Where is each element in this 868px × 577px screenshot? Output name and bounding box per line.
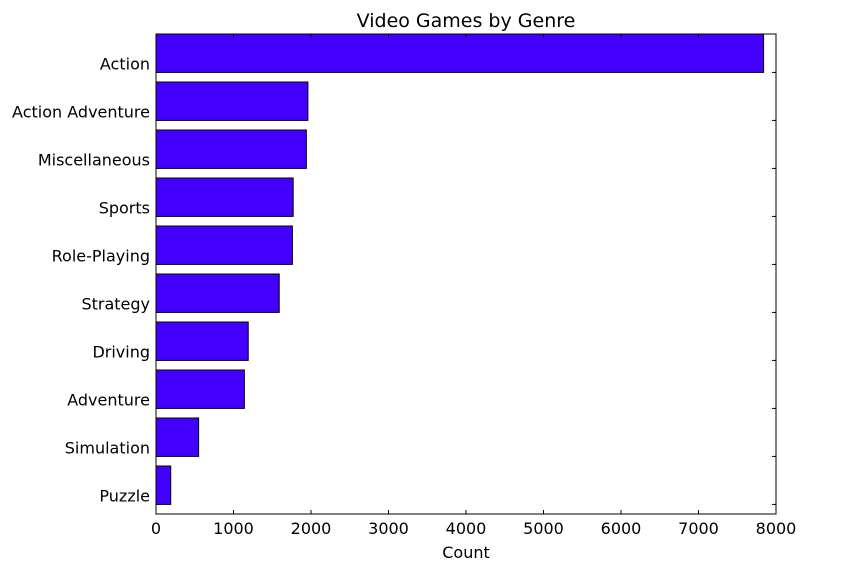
x-axis-title: Count	[442, 543, 490, 562]
bar-sports	[155, 177, 294, 217]
x-tick-label: 5000	[523, 519, 564, 538]
bar-adventure	[155, 369, 245, 409]
bar-action	[155, 33, 765, 73]
chart-title: Video Games by Genre	[357, 10, 576, 32]
y-tick-label: Role-Playing	[52, 246, 150, 265]
x-tick-label: 4000	[446, 519, 487, 538]
x-tick-label: 0	[151, 519, 161, 538]
y-tick-label: Simulation	[65, 438, 150, 457]
x-tick-label: 7000	[678, 519, 719, 538]
y-tick-label: Action Adventure	[12, 102, 150, 121]
bar-driving	[155, 321, 249, 361]
y-axis: Action Action Adventure Miscellaneous Sport…	[12, 54, 776, 505]
bar-role-playing	[155, 225, 293, 265]
y-tick-label: Miscellaneous	[38, 150, 150, 169]
bars-layer	[155, 33, 765, 505]
bar-action-adventure	[155, 81, 309, 121]
y-tick-label: Puzzle	[99, 486, 150, 505]
bar-strategy	[155, 273, 280, 313]
x-tick-label: 6000	[601, 519, 642, 538]
y-tick-label: Adventure	[67, 390, 150, 409]
bar-simulation	[155, 417, 200, 457]
y-tick-label: Sports	[99, 198, 150, 217]
x-tick-label: 8000	[756, 519, 797, 538]
y-tick-label: Strategy	[81, 294, 150, 313]
y-tick-label: Action	[100, 54, 150, 73]
x-tick-label: 3000	[368, 519, 409, 538]
x-axis: 0 1000 2000 3000 4000 5000 6000 7000 8000	[151, 34, 796, 538]
bar-miscellaneous	[155, 129, 307, 169]
plot-frame	[155, 33, 777, 515]
x-tick-label: 1000	[213, 519, 254, 538]
y-tick-label: Driving	[92, 342, 150, 361]
bar-puzzle	[155, 465, 172, 505]
x-tick-label: 2000	[291, 519, 332, 538]
